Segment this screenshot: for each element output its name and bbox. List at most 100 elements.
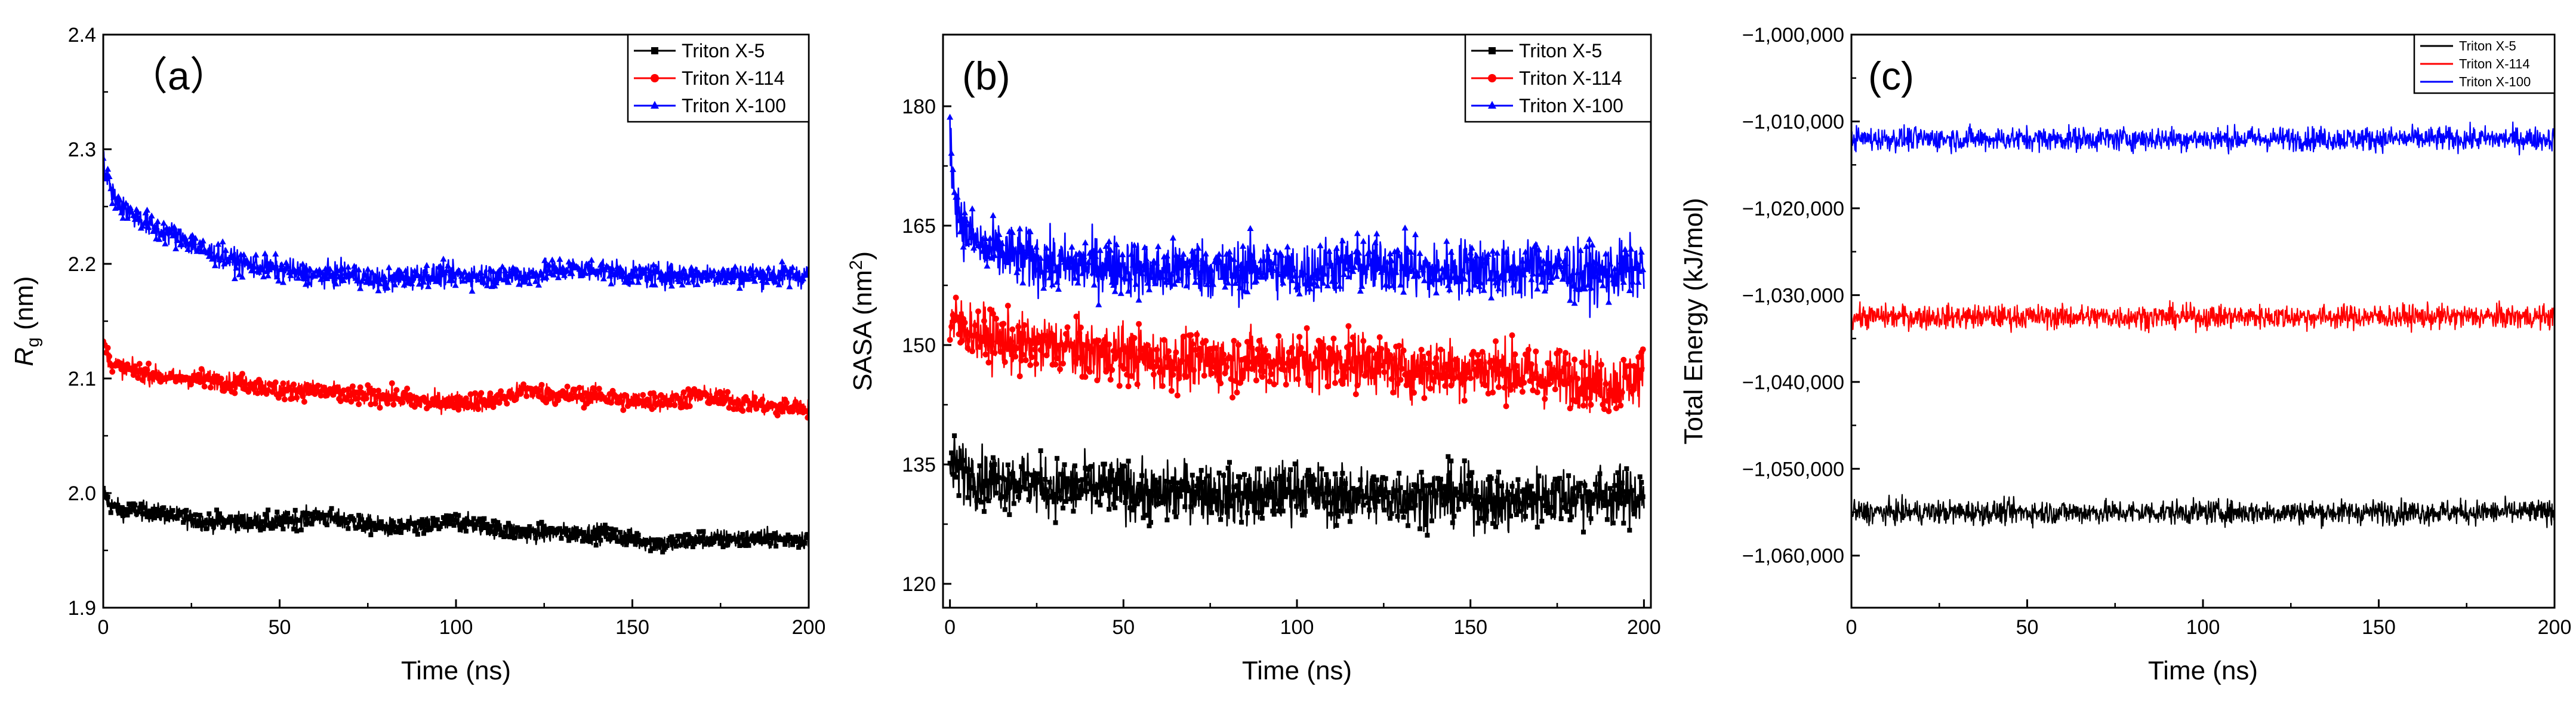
- marker-triangle: [618, 273, 625, 279]
- marker-triangle: [621, 278, 628, 285]
- marker-triangle: [1205, 278, 1212, 284]
- marker-square: [1187, 488, 1192, 494]
- marker-circle: [1640, 346, 1646, 353]
- marker-triangle: [1506, 266, 1512, 273]
- marker-triangle: [335, 273, 343, 280]
- marker-triangle: [1416, 250, 1423, 256]
- marker-circle: [405, 397, 412, 404]
- marker-circle: [581, 404, 587, 411]
- marker-circle: [1363, 369, 1370, 375]
- marker-triangle: [1323, 260, 1330, 266]
- marker-circle: [569, 395, 575, 402]
- marker-square: [120, 513, 125, 518]
- marker-circle: [1287, 358, 1294, 365]
- marker-square: [1368, 495, 1373, 501]
- marker-square: [1615, 470, 1620, 475]
- marker-triangle: [322, 265, 329, 272]
- marker-square: [1548, 504, 1554, 510]
- marker-square: [527, 524, 532, 530]
- marker-triangle: [1611, 265, 1618, 272]
- y-tick-label: 2.1: [68, 368, 96, 390]
- marker-triangle: [1634, 259, 1641, 266]
- marker-circle: [1563, 350, 1569, 356]
- marker-circle: [805, 414, 809, 421]
- marker-triangle: [1307, 285, 1314, 292]
- marker-square: [1274, 501, 1280, 507]
- marker-circle: [1009, 326, 1016, 333]
- marker-triangle: [1031, 254, 1039, 260]
- marker-square: [1037, 478, 1042, 484]
- marker-circle: [504, 401, 510, 407]
- marker-square: [979, 500, 984, 505]
- marker-square: [716, 534, 721, 539]
- marker-square: [1271, 512, 1277, 517]
- marker-square: [1200, 480, 1206, 485]
- marker-square: [405, 523, 410, 528]
- marker-square: [104, 492, 109, 497]
- marker-triangle: [1622, 246, 1629, 253]
- marker-circle: [1458, 379, 1465, 386]
- marker-circle: [1037, 347, 1044, 353]
- marker-circle: [1399, 365, 1406, 372]
- x-tick-label: 0: [98, 616, 109, 639]
- marker-square: [108, 510, 113, 515]
- marker-triangle: [990, 212, 997, 218]
- marker-circle: [1246, 359, 1252, 365]
- marker-square: [607, 532, 612, 537]
- marker-circle: [982, 351, 989, 358]
- marker-square: [1204, 501, 1210, 506]
- marker-circle: [1180, 333, 1187, 340]
- marker-square: [1055, 455, 1059, 461]
- marker-square: [195, 523, 199, 528]
- marker-square: [1092, 484, 1097, 489]
- marker-triangle: [1240, 242, 1246, 249]
- marker-circle: [973, 331, 980, 338]
- marker-square: [1515, 477, 1521, 482]
- marker-square: [1150, 493, 1155, 498]
- marker-square: [1086, 467, 1091, 472]
- marker-square: [297, 518, 303, 523]
- marker-square: [976, 497, 981, 503]
- marker-square: [1307, 488, 1312, 494]
- marker-circle: [1240, 368, 1246, 374]
- marker-circle: [485, 402, 492, 408]
- marker-circle: [1179, 358, 1185, 364]
- marker-square: [156, 513, 162, 519]
- marker-triangle: [1385, 282, 1392, 288]
- marker-square: [1288, 467, 1293, 472]
- marker-circle: [1475, 352, 1481, 358]
- marker-triangle: [1055, 285, 1062, 292]
- marker-circle: [374, 393, 380, 400]
- marker-square: [1634, 503, 1640, 508]
- marker-square: [335, 519, 340, 525]
- marker-square: [1640, 494, 1646, 500]
- marker-square: [1005, 462, 1010, 467]
- marker-circle: [1628, 388, 1634, 395]
- marker-square: [165, 510, 171, 515]
- marker-triangle: [159, 229, 166, 236]
- marker-circle: [1552, 386, 1558, 393]
- marker-circle: [245, 389, 252, 395]
- marker-square: [1132, 503, 1137, 508]
- marker-square: [562, 528, 567, 534]
- marker-square: [1407, 492, 1412, 498]
- marker-square: [432, 520, 437, 525]
- marker-square: [633, 541, 638, 547]
- marker-circle: [1482, 382, 1489, 389]
- marker-square: [574, 526, 579, 531]
- marker-circle: [750, 400, 757, 407]
- marker-square: [587, 539, 593, 544]
- marker-square: [1020, 485, 1025, 490]
- marker-triangle: [1492, 279, 1499, 285]
- marker-circle: [1149, 358, 1155, 364]
- marker-triangle: [1522, 248, 1529, 255]
- marker-triangle: [1222, 284, 1229, 290]
- marker-square: [651, 546, 656, 551]
- marker-triangle: [1467, 249, 1474, 256]
- marker-triangle: [369, 269, 376, 275]
- marker-circle: [472, 390, 479, 396]
- marker-square: [1087, 481, 1092, 486]
- marker-square: [1639, 480, 1644, 485]
- marker-circle: [135, 375, 141, 381]
